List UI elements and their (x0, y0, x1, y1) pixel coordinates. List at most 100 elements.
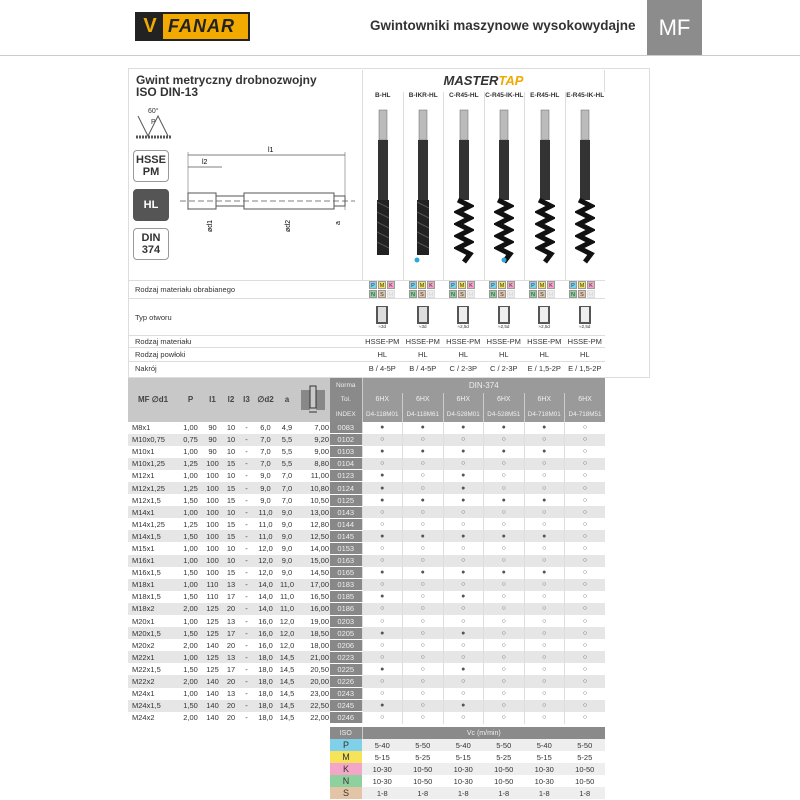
index-cell: 0243 (330, 687, 362, 701)
available-dot-icon: ● (361, 530, 403, 543)
pitch-cell: 1,00 (183, 616, 198, 626)
l2-cell: 13 (226, 616, 236, 626)
available-dot-icon: ● (483, 530, 524, 543)
attribute-row: Typ otworu ≈3d ≈3d ≈2,5d ≈2,5d ≈2,5d ≈2,5d (128, 298, 605, 335)
d2-cell: 9,0 (260, 495, 271, 505)
on-request-dot-icon: ○ (564, 675, 606, 688)
mastertap-logo: MASTERTAP (362, 70, 605, 92)
on-request-dot-icon: ○ (402, 687, 443, 700)
iso-group-cell: K (330, 763, 362, 776)
d2-cell: 12,0 (258, 543, 273, 553)
vc-value: 10-30 (453, 776, 473, 786)
l1-cell: 125 (203, 651, 222, 664)
attribute-value: C / 2-3P (449, 364, 477, 373)
pitch-cell: 1,00 (178, 554, 203, 567)
l1-cell: 125 (206, 616, 219, 626)
l3-cell: - (245, 592, 248, 602)
l2-cell: 10 (226, 543, 236, 553)
table-row: M22x2 2,00 140 20-18,0 14,5 20,00 0226 ○ ○ ○ ○ ○ ○ (128, 675, 606, 689)
on-request-dot-icon: ○ (523, 554, 565, 567)
available-dot-icon: ● (402, 445, 443, 458)
d2-cell: 7,0 (253, 433, 278, 446)
iso-s-chip: S (418, 289, 426, 298)
tap-drawing: l1 l2 ød1 ød2 a (180, 147, 355, 232)
vc-value: 1-8 (362, 787, 403, 800)
attribute-value: HSSE-PM (527, 337, 562, 346)
attribute-value: ≈2,5d (443, 299, 484, 335)
iso-p-chip: P (449, 281, 457, 290)
attribute-value: ≈3d (362, 299, 403, 335)
iso-s-chip: S (378, 289, 386, 298)
attribute-label: Rodzaj powłoki (135, 350, 186, 359)
attribute-value: HL (579, 350, 590, 359)
index-cell: 0225 (330, 663, 362, 676)
attribute-value: HL (539, 350, 550, 359)
iso-h-chip: H (467, 289, 475, 298)
available-dot-icon: ● (361, 590, 403, 603)
l3-cell: - (245, 543, 248, 553)
d2-cell: 12,0 (258, 568, 273, 578)
on-request-dot-icon: ○ (361, 542, 403, 555)
drill-diameter-cell: 15,00 (296, 554, 330, 567)
l3-cell: - (240, 457, 253, 470)
available-dot-icon: ● (361, 663, 403, 676)
on-request-dot-icon: ○ (564, 421, 606, 434)
on-request-dot-icon: ○ (483, 602, 524, 615)
index-cell: 0143 (330, 506, 362, 519)
d1-label: ød1 (207, 220, 214, 232)
pitch-cell: 1,00 (183, 423, 198, 433)
vc-value: 1-8 (524, 787, 565, 800)
drill-diameter-cell: 9,00 (314, 447, 329, 457)
on-request-dot-icon: ○ (361, 711, 403, 724)
a-cell: 12,0 (278, 627, 296, 640)
column-header: ∅d2 (253, 378, 278, 422)
l2-cell: 13 (222, 578, 240, 591)
table-row: M12x1,25 1,25 100 15-9,0 7,0 10,80 0124 ● ○ ● ○ ○ ○ (128, 481, 606, 495)
d2-cell: 11,0 (258, 519, 273, 529)
index-cell: 0246 (330, 711, 362, 725)
thread-size-cell: M22x1,5 (132, 664, 161, 674)
l1-cell: 110 (206, 592, 219, 602)
on-request-dot-icon: ○ (523, 699, 565, 712)
thread-size-cell: M14x1,5 (128, 530, 178, 543)
a-cell: 9,0 (281, 568, 293, 578)
vc-row: M 5-15 5-25 5-15 5-25 5-15 5-25 (330, 751, 605, 764)
vc-value: 5-40 (443, 739, 484, 752)
on-request-dot-icon: ○ (483, 457, 524, 470)
tolerance: 6HX (361, 392, 403, 407)
l3-cell: - (240, 578, 253, 591)
pitch-cell: 1,00 (183, 689, 198, 699)
on-request-dot-icon: ○ (483, 711, 524, 724)
header-divider (0, 55, 800, 56)
l1-cell: 100 (203, 506, 222, 519)
index-cell: 0185 (330, 590, 362, 604)
on-request-dot-icon: ○ (523, 506, 565, 519)
on-request-dot-icon: ○ (402, 602, 443, 615)
on-request-dot-icon: ○ (523, 663, 565, 676)
d2-cell: 14,0 (258, 592, 273, 602)
a-cell: 14,5 (278, 651, 296, 664)
drill-diameter-cell: 23,00 (310, 689, 329, 699)
table-row: M24x2 2,00 140 20-18,0 14,5 22,00 0246 ○ ○ ○ ○ ○ ○ (128, 711, 606, 725)
available-dot-icon: ● (361, 627, 403, 640)
a-cell: 9,0 (281, 519, 293, 529)
a-cell: 12,0 (279, 616, 295, 626)
on-request-dot-icon: ○ (402, 506, 443, 519)
logo-v-icon: V (137, 14, 163, 39)
column-header: P (178, 378, 203, 422)
l3-cell: - (240, 675, 253, 688)
thread-size-cell: M20x2 (132, 640, 155, 650)
d2-cell: 6,0 (260, 423, 271, 433)
thread-size-cell: M10x1,25 (128, 457, 178, 470)
attribute-value: ≈3d (403, 299, 444, 335)
pitch-cell: 1,00 (178, 506, 203, 519)
hole-depth: ≈3d (378, 323, 386, 329)
section-tab: MF (647, 0, 702, 55)
tool-index: D4-718M51 (564, 407, 606, 422)
vc-value: 5-15 (455, 752, 471, 762)
iso-k-chip: K (587, 281, 595, 290)
table-row: M16x1,5 1,50 100 15-12,0 9,0 14,50 0165 ● ● ● ● ● ○ (128, 566, 606, 580)
drill-diameter-cell: 16,50 (310, 592, 329, 602)
l2-cell: 17 (222, 627, 240, 640)
